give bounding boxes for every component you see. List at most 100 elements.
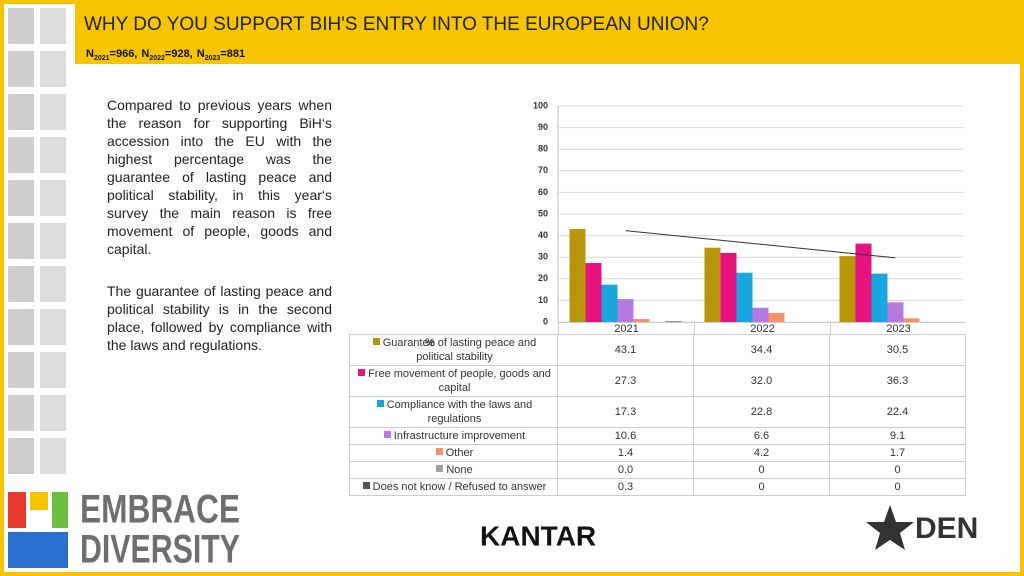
bar [736, 272, 753, 322]
y-tick-label: 10 [538, 295, 548, 305]
legend-label: Free movement of people, goods and capit… [368, 368, 551, 394]
decor-block [8, 94, 34, 130]
legend-label: Other [445, 447, 474, 459]
legend-swatch [362, 482, 370, 489]
decor-block [40, 223, 66, 259]
bar [752, 307, 769, 322]
n-label: N [141, 48, 150, 60]
legend-label: Infrastructure improvement [393, 430, 526, 442]
table-row: Other 1.4 4.2 1.7 [349, 445, 966, 462]
legend-swatch [358, 369, 366, 376]
value-label: 9.1 [829, 428, 966, 444]
decor-block [40, 180, 66, 216]
legend-entry: Guarantee of lasting peace and political… [349, 335, 557, 365]
logo-block [8, 532, 68, 568]
legend-entry: None [349, 462, 557, 478]
y-tick-label: 30 [538, 252, 548, 262]
decor-block [8, 180, 34, 216]
logo-block [30, 492, 48, 510]
value-label: 10.6 [557, 428, 693, 444]
trend-line [625, 230, 896, 259]
n-value: =928, [164, 48, 193, 60]
value-label: 17.3 [557, 397, 693, 427]
decor-block [40, 395, 66, 431]
value-label: 36.3 [829, 366, 966, 396]
table-header: 2021 2022 2023 [349, 322, 966, 335]
decor-block [8, 51, 34, 87]
decor [8, 8, 66, 474]
y-tick-label: 60 [538, 187, 548, 197]
n-year: 2023 [204, 55, 221, 63]
sample-sizes: N2021=966, N2022=928, N2023=881 [86, 48, 249, 62]
paragraph: The guarantee of lasting peace and polit… [107, 283, 332, 353]
den-logo: DEN [915, 512, 978, 545]
y-tick-label: 100 [533, 100, 548, 110]
table-row: Infrastructure improvement 10.6 6.6 9.1 [349, 428, 966, 445]
paragraph: Compared to previous years when the reas… [107, 97, 332, 257]
decor-block [8, 309, 34, 345]
value-label: 0 [693, 462, 829, 478]
bar [720, 252, 737, 322]
value-label: 30.5 [829, 335, 966, 365]
bar [887, 302, 904, 322]
legend-label: Compliance with the laws and regulations [386, 399, 533, 425]
table-row: Does not know / Refused to answer 0.3 0 0 [349, 479, 966, 496]
decor-block [8, 223, 34, 259]
decor-block [40, 51, 66, 87]
corner [349, 322, 558, 334]
legend-label: None [446, 464, 473, 476]
kantar-logo: KANTAR [480, 520, 596, 551]
value-label: 6.6 [693, 428, 829, 444]
table-row: Free movement of people, goods and capit… [349, 366, 966, 397]
y-tick-label: 50 [538, 208, 548, 218]
y-tick-label: 80 [538, 144, 548, 154]
decor-block [40, 352, 66, 388]
legend-swatch [435, 448, 443, 455]
n-value: =966, [109, 48, 138, 60]
y-tick-label: 20 [538, 273, 548, 283]
den-star [866, 505, 914, 550]
bar [704, 247, 721, 322]
decor-block [8, 266, 34, 302]
legend-entry: Free movement of people, goods and capit… [349, 366, 557, 396]
n-value: =881 [220, 48, 246, 60]
decor-block [40, 137, 66, 173]
bar [633, 318, 650, 322]
decor-block [8, 8, 34, 44]
legend-label: Guarantee of lasting peace and political… [382, 337, 537, 363]
bar [665, 321, 682, 322]
decor-block [8, 352, 34, 388]
table-row: None 0.0 0 0 [349, 462, 966, 479]
y-tick-label: 70 [538, 165, 548, 175]
x-tick-label: 2022 [694, 322, 830, 335]
logo-block [52, 492, 68, 528]
legend-entry: Does not know / Refused to answer [349, 479, 557, 495]
value-label: 0.0 [557, 462, 693, 478]
title: WHY DO YOU SUPPORT BIH'S ENTRY INTO THE … [84, 14, 709, 35]
decor-block [40, 8, 66, 44]
y-tick-label: 40 [538, 230, 548, 240]
logo-text: EMBRACE [80, 488, 240, 532]
decor-block [40, 266, 66, 302]
decor-block [8, 438, 34, 474]
bar [839, 256, 856, 322]
bar [569, 228, 586, 322]
bar [903, 318, 920, 322]
value-label: 22.4 [829, 397, 966, 427]
table-row: Guarantee of lasting peace and political… [349, 334, 966, 366]
value-label: 0 [829, 479, 966, 495]
value-label: 0 [693, 479, 829, 495]
value-label: 1.7 [829, 445, 966, 461]
bar [585, 263, 602, 322]
legend-swatch [383, 431, 391, 438]
legend-swatch [372, 338, 380, 345]
value-label: 4.2 [693, 445, 829, 461]
decor-block [40, 309, 66, 345]
value-label: 0 [829, 462, 966, 478]
logo-block [8, 492, 26, 528]
x-tick-label: 2021 [558, 322, 694, 335]
legend-entry: Compliance with the laws and regulations [349, 397, 557, 427]
bar [855, 243, 872, 322]
